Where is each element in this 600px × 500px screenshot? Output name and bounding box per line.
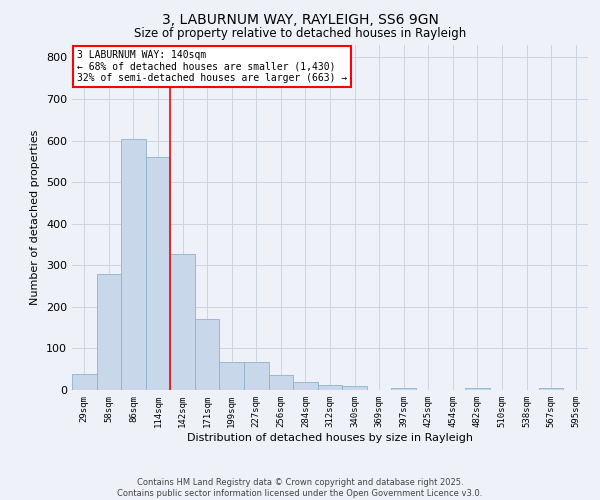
Y-axis label: Number of detached properties: Number of detached properties xyxy=(31,130,40,305)
Text: 3 LABURNUM WAY: 140sqm
← 68% of detached houses are smaller (1,430)
32% of semi-: 3 LABURNUM WAY: 140sqm ← 68% of detached… xyxy=(77,50,347,84)
Bar xyxy=(170,254,195,390)
Bar xyxy=(146,157,170,390)
Text: Contains HM Land Registry data © Crown copyright and database right 2025.
Contai: Contains HM Land Registry data © Crown c… xyxy=(118,478,482,498)
Bar xyxy=(318,385,342,390)
Bar xyxy=(391,388,416,390)
Text: Size of property relative to detached houses in Rayleigh: Size of property relative to detached ho… xyxy=(134,28,466,40)
Bar xyxy=(293,382,318,390)
Bar xyxy=(269,374,293,390)
Bar xyxy=(72,374,97,390)
Bar xyxy=(539,388,563,390)
Bar xyxy=(342,386,367,390)
Bar xyxy=(465,388,490,390)
Bar xyxy=(121,140,146,390)
Text: 3, LABURNUM WAY, RAYLEIGH, SS6 9GN: 3, LABURNUM WAY, RAYLEIGH, SS6 9GN xyxy=(161,12,439,26)
Bar xyxy=(97,274,121,390)
Bar xyxy=(220,362,244,390)
Bar xyxy=(244,362,269,390)
Bar xyxy=(195,320,220,390)
X-axis label: Distribution of detached houses by size in Rayleigh: Distribution of detached houses by size … xyxy=(187,432,473,442)
